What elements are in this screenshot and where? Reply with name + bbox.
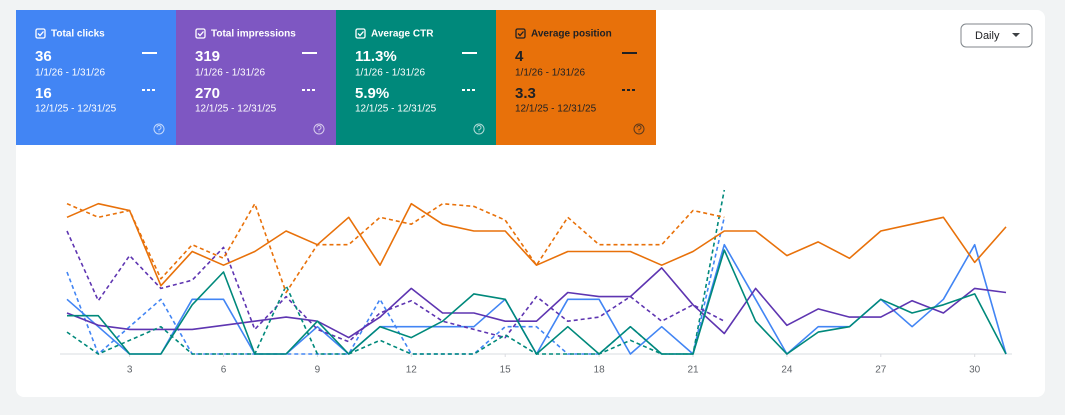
- checkbox[interactable]: [35, 28, 46, 39]
- checkbox[interactable]: [515, 28, 526, 39]
- previous-line: [66, 230, 725, 343]
- current-line: [66, 267, 1007, 339]
- dropdown-box[interactable]: [960, 23, 1033, 48]
- x-tick-label: 24: [781, 365, 793, 376]
- check-mark: [197, 31, 204, 37]
- current-range: 1/1/26 - 1/31/26: [515, 68, 585, 79]
- current-value: 4: [515, 48, 524, 65]
- dropdown-arrow[interactable]: [1012, 33, 1020, 37]
- x-tick-label: 3: [127, 365, 133, 376]
- current-value: 319: [195, 48, 220, 65]
- x-tick-label: 6: [221, 365, 227, 376]
- previous-line: [66, 189, 726, 355]
- checkbox[interactable]: [355, 28, 366, 39]
- metric-cards: Total clicks 36 1/1/26 - 1/31/26 16 12/1/25 …: [16, 10, 656, 145]
- metric-label: Average position: [531, 29, 612, 40]
- previous-line: [66, 202, 725, 294]
- current-range: 1/1/26 - 1/31/26: [355, 68, 425, 79]
- previous-value: 270: [195, 85, 220, 102]
- previous-value: 5.9%: [355, 85, 389, 102]
- x-tick-label: 18: [594, 365, 606, 376]
- dropdown-label[interactable]: Daily: [975, 30, 1000, 42]
- previous-value: 16: [35, 85, 52, 102]
- metric-label: Average CTR: [371, 29, 434, 40]
- x-tick-label: 9: [315, 365, 321, 376]
- help-mark: [636, 125, 642, 133]
- x-tick-label: 21: [687, 365, 699, 376]
- current-value: 11.3%: [355, 48, 397, 65]
- previous-range: 12/1/25 - 12/31/25: [515, 104, 597, 115]
- help-icon[interactable]: [313, 123, 325, 135]
- x-tick-label: 27: [875, 365, 887, 376]
- check-mark: [517, 31, 524, 37]
- dropdown[interactable]: Daily: [960, 23, 1033, 48]
- checkbox[interactable]: [195, 28, 206, 39]
- check-mark: [37, 31, 44, 37]
- help-mark: [476, 125, 482, 133]
- help-icon[interactable]: [473, 123, 485, 135]
- previous-value: 3.3: [515, 85, 536, 102]
- x-tick-label: 15: [500, 365, 512, 376]
- previous-range: 12/1/25 - 12/31/25: [355, 104, 437, 115]
- x-tick-label: 30: [969, 365, 981, 376]
- x-tick-label: 12: [406, 365, 418, 376]
- previous-range: 12/1/25 - 12/31/25: [35, 104, 117, 115]
- help-icon[interactable]: [153, 123, 165, 135]
- help-mark: [316, 125, 322, 133]
- metric-label: Total clicks: [51, 29, 105, 40]
- metric-label: Total impressions: [211, 29, 296, 40]
- plot: 3 6 9 12 15 18 21 24 27 30: [66, 189, 1007, 376]
- help-mark: [156, 125, 162, 133]
- current-range: 1/1/26 - 1/31/26: [35, 68, 105, 79]
- current-range: 1/1/26 - 1/31/26: [195, 68, 265, 79]
- current-value: 36: [35, 48, 52, 65]
- check-mark: [357, 31, 364, 37]
- help-icon[interactable]: [633, 123, 645, 135]
- current-line: [66, 202, 1007, 287]
- previous-range: 12/1/25 - 12/31/25: [195, 104, 277, 115]
